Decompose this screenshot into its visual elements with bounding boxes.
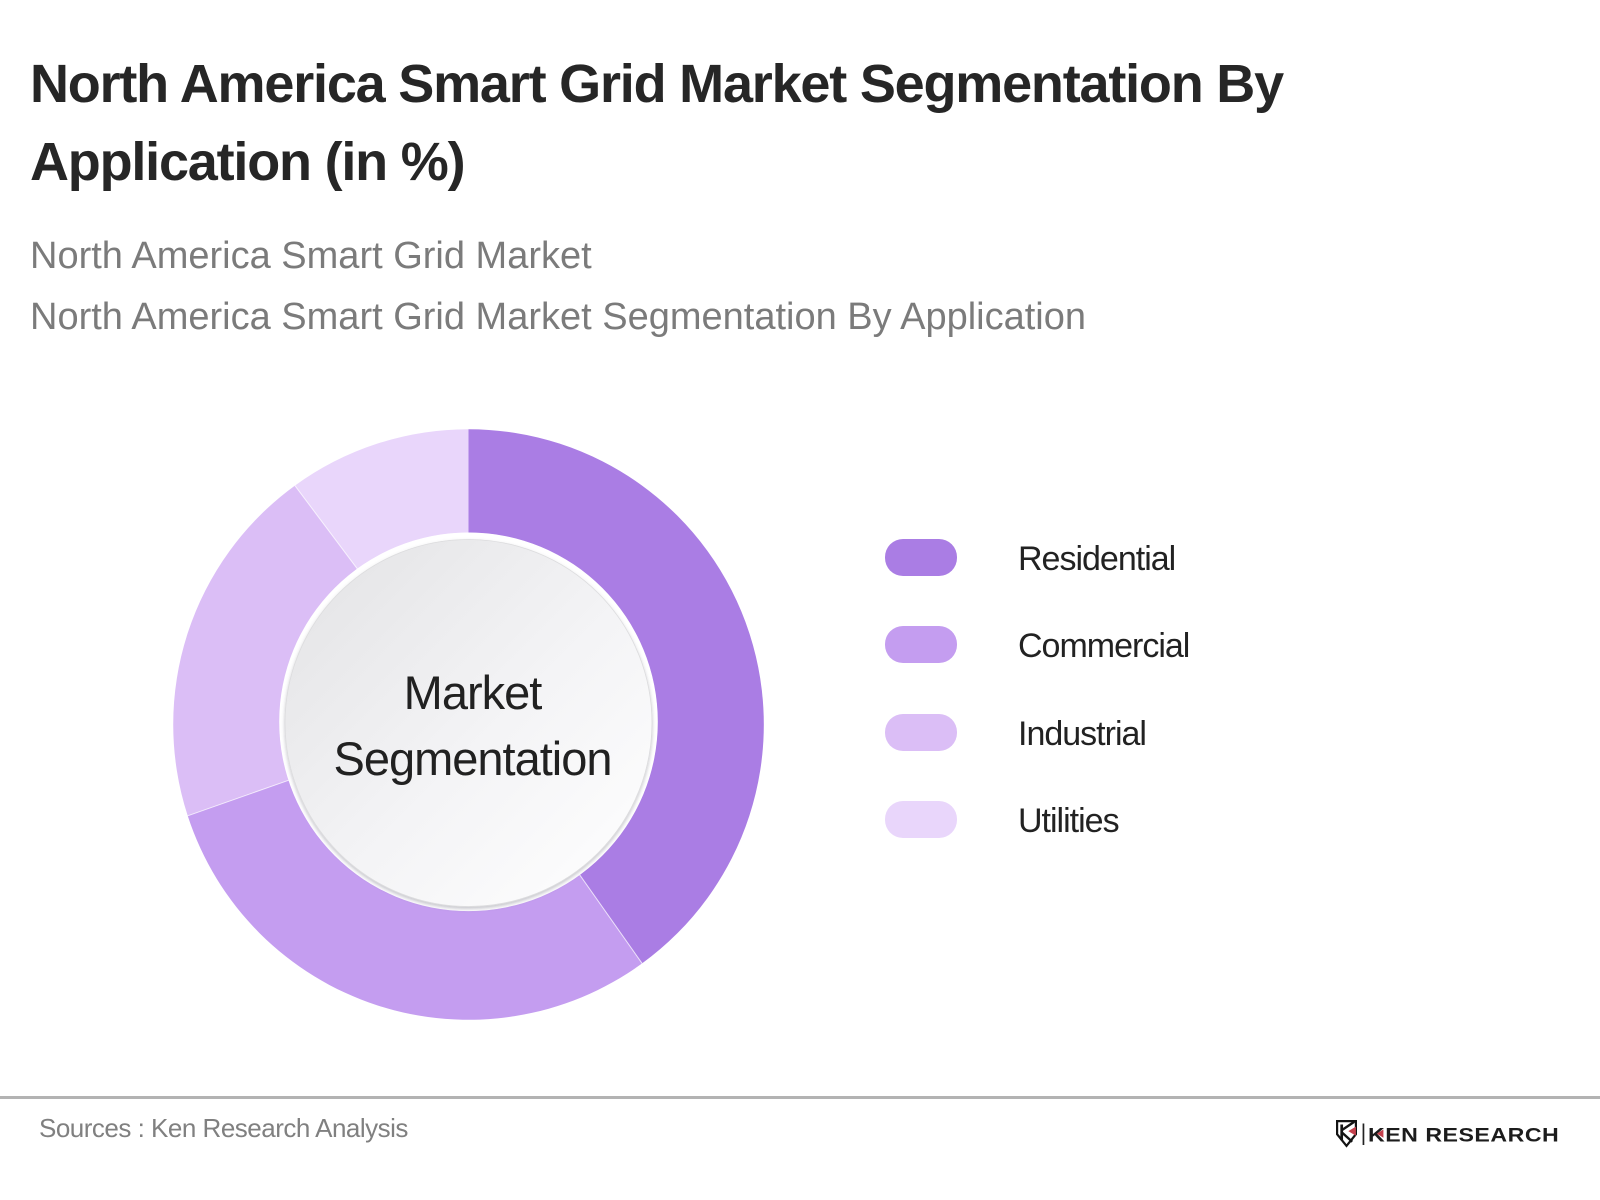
svg-text:KEN RESEARCH: KEN RESEARCH xyxy=(1368,1125,1559,1146)
